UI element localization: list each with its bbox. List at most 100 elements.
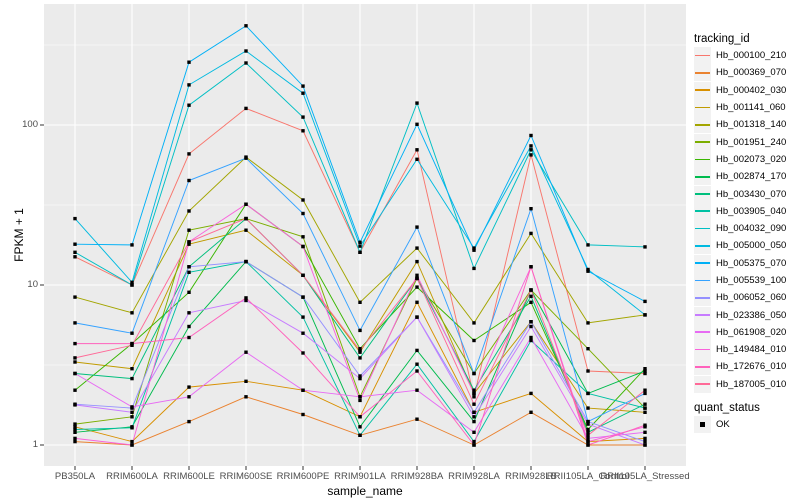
data-point [415, 276, 419, 281]
data-point [586, 433, 590, 437]
data-point [586, 321, 590, 325]
data-point [358, 250, 362, 254]
data-point [244, 106, 248, 111]
data-point [73, 422, 77, 426]
legend-row-Hb_172676_010: Hb_172676_010 [694, 358, 800, 376]
data-point [472, 248, 476, 252]
data-point [187, 419, 191, 424]
data-point [73, 439, 77, 444]
data-point [586, 436, 590, 441]
x-tick-label-RRIM928BA: RRIM928BA [390, 471, 444, 482]
data-point [187, 178, 191, 183]
legend-row-Hb_002874_170: Hb_002874_170 [694, 168, 800, 186]
data-point [73, 430, 77, 434]
data-point [415, 285, 419, 289]
data-point [130, 367, 134, 371]
data-point [415, 101, 419, 105]
data-point [187, 385, 191, 389]
legend-key-swatch [694, 81, 711, 99]
data-point [472, 415, 476, 419]
data-point [643, 430, 647, 434]
legend-label: Hb_172676_010 [716, 361, 787, 373]
legend: tracking_id Hb_000100_210 Hb_000369_070 Hb… [694, 33, 800, 434]
data-point [643, 406, 647, 410]
data-point [187, 265, 191, 269]
data-point [529, 148, 533, 152]
legend-line-icon [695, 54, 710, 57]
data-point [415, 122, 419, 126]
legend-key-swatch [694, 116, 711, 134]
legend-row-Hb_003430_070: Hb_003430_070 [694, 185, 800, 203]
data-point [358, 244, 362, 248]
data-point [643, 313, 647, 317]
data-point [130, 426, 134, 430]
legend-key-swatch [694, 99, 711, 117]
x-tick-label-RRII105LA_Control: RRII105LA_Control [546, 471, 630, 482]
legend-line-icon [695, 296, 710, 299]
data-point [358, 425, 362, 429]
legend-line-icon [695, 331, 710, 334]
data-point [586, 427, 590, 432]
legend-label: Hb_006052_060 [716, 292, 787, 304]
legend-row-Hb_005375_070: Hb_005375_070 [694, 254, 800, 272]
legend-row-Hb_149484_010: Hb_149484_010 [694, 341, 800, 359]
legend-line-icon [695, 227, 710, 230]
data-point [301, 315, 305, 319]
data-point [529, 294, 533, 298]
data-point [415, 369, 419, 373]
legend-line-icon [695, 348, 710, 351]
data-point [415, 259, 419, 264]
data-point [643, 388, 647, 392]
legend-row-Hb_001951_240: Hb_001951_240 [694, 133, 800, 151]
square-point-icon [700, 422, 705, 427]
data-point [472, 402, 476, 406]
legend-row-Hb_001318_140: Hb_001318_140 [694, 116, 800, 134]
data-point [73, 427, 77, 432]
data-point [472, 338, 476, 343]
data-point [472, 395, 476, 399]
legend-label: Hb_001318_140 [716, 119, 787, 131]
data-point [301, 295, 305, 299]
data-point [244, 350, 248, 354]
data-point [472, 391, 476, 396]
data-point [244, 216, 248, 221]
data-point [187, 290, 191, 294]
data-point [244, 259, 248, 264]
quant-status-legend: quant_status OK [694, 402, 800, 434]
data-point [586, 243, 590, 247]
x-tick-label-PB350LA: PB350LA [54, 471, 96, 482]
data-point [415, 362, 419, 366]
legend-row-Hb_000369_070: Hb_000369_070 [694, 64, 800, 82]
legend-label: Hb_002874_170 [716, 171, 787, 183]
data-point [244, 49, 248, 53]
data-point [415, 225, 419, 229]
legend-row-Hb_000402_030: Hb_000402_030 [694, 81, 800, 99]
legend-key-swatch [694, 375, 711, 393]
legend-key-swatch [694, 306, 711, 324]
data-point [130, 243, 134, 247]
data-point [73, 388, 77, 392]
data-point [472, 371, 476, 376]
data-point [643, 391, 647, 396]
data-point [130, 283, 134, 287]
data-point [586, 419, 590, 424]
legend-line-icon [695, 158, 710, 161]
legend-line-icon [695, 245, 710, 247]
data-point [586, 430, 590, 434]
data-point [472, 321, 476, 325]
legend-line-icon [695, 383, 710, 386]
legend-row-Hb_061908_020: Hb_061908_020 [694, 323, 800, 341]
data-point [187, 209, 191, 213]
x-tick-label-RRIM901LA: RRIM901LA [334, 471, 386, 482]
data-point [643, 439, 647, 444]
data-point [358, 395, 362, 399]
data-point [472, 439, 476, 444]
data-point [643, 410, 647, 414]
data-point [73, 250, 77, 254]
data-point [586, 391, 590, 396]
x-tick-label-RRII105LA_Stressed: RRII105LA_Stressed [600, 471, 690, 482]
data-point [415, 417, 419, 421]
data-point [130, 311, 134, 315]
legend-label: Hb_000100_210 [716, 50, 787, 62]
x-axis-title: sample_name [327, 484, 403, 498]
